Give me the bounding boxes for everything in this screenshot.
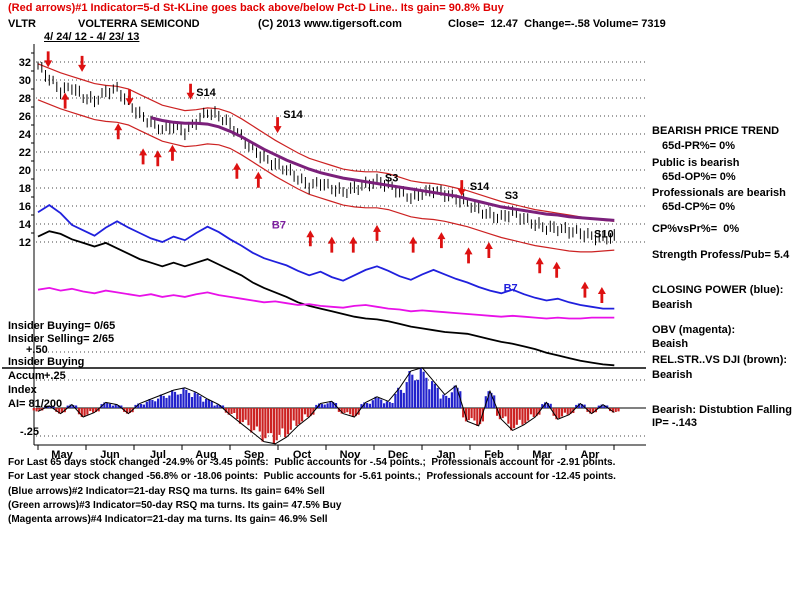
sell-arrow-icon [44, 51, 53, 68]
buy-arrow-icon [114, 123, 123, 140]
price-bars [37, 61, 615, 246]
signal-labels: S14 S14 S3 S14 S3 S10 B7 B7 [196, 87, 613, 294]
svg-text:May: May [51, 449, 73, 461]
svg-text:S14: S14 [470, 181, 490, 193]
sell-arrow-icon [273, 117, 282, 134]
svg-text:Sep: Sep [244, 449, 264, 461]
buy-arrow-icon [464, 247, 473, 264]
svg-text:32: 32 [19, 57, 31, 69]
svg-text:S10: S10 [594, 229, 614, 241]
accum-panel-grid [2, 351, 646, 437]
sell-arrow-icon [78, 55, 87, 72]
buy-arrow-icon [349, 236, 358, 253]
rel_strength_vs_dji-line [37, 230, 615, 367]
obv-line [37, 286, 615, 320]
accum-histogram [32, 367, 620, 445]
buy-arrow-icon [409, 236, 418, 253]
buy-arrow-icon [327, 236, 336, 253]
upper_band-line [37, 63, 615, 222]
svg-text:28: 28 [19, 93, 31, 105]
buy-arrow-icon [254, 171, 263, 188]
buy-arrow-icon [437, 232, 446, 249]
svg-text:Jan: Jan [437, 449, 456, 461]
svg-text:Oct: Oct [293, 449, 312, 461]
svg-text:Dec: Dec [388, 449, 408, 461]
lower_band-line [37, 99, 615, 253]
svg-text:S3: S3 [505, 190, 518, 202]
sell-arrow-icon [186, 83, 195, 100]
svg-text:S14: S14 [196, 87, 216, 99]
svg-text:Feb: Feb [484, 449, 504, 461]
buy-arrow-icon [484, 242, 493, 258]
ma_65d-line [150, 116, 615, 222]
svg-text:S3: S3 [385, 173, 398, 185]
svg-text:Aug: Aug [195, 449, 216, 461]
svg-text:Apr: Apr [581, 449, 601, 461]
svg-text:Jul: Jul [150, 449, 166, 461]
svg-text:14: 14 [19, 219, 32, 231]
price-gridlines: 32 30 28 26 24 22 20 18 16 14 12 [19, 44, 646, 445]
buy-arrow-icon [597, 287, 606, 303]
svg-text:16: 16 [19, 201, 31, 213]
buy-arrow-icon [139, 148, 148, 165]
svg-text:S14: S14 [283, 109, 303, 121]
buy-arrow-icon [552, 261, 561, 278]
buy-arrow-icon [232, 162, 241, 179]
buy-arrow-icon [168, 144, 177, 161]
buy-arrow-icon [580, 281, 589, 298]
buy-arrow-icon [535, 257, 544, 274]
svg-text:Jun: Jun [100, 449, 120, 461]
buy-arrow-icon [373, 224, 381, 241]
svg-text:22: 22 [19, 147, 31, 159]
sell-arrow-icon [457, 180, 466, 197]
svg-text:24: 24 [19, 129, 32, 141]
svg-text:Nov: Nov [340, 449, 362, 461]
svg-text:26: 26 [19, 111, 31, 123]
svg-text:12: 12 [19, 237, 31, 249]
svg-text:B7: B7 [504, 283, 518, 295]
buy-arrow-icon [306, 230, 315, 247]
svg-text:20: 20 [19, 165, 31, 177]
svg-text:18: 18 [19, 183, 31, 195]
closing_power-line [37, 204, 615, 310]
svg-text:30: 30 [19, 75, 31, 87]
sell-arrow-icon [125, 89, 134, 106]
svg-text:B7: B7 [272, 220, 286, 232]
buy-arrow-icon [61, 92, 70, 109]
month-axis: May Jun Jul Aug Sep Oct Nov Dec Jan Feb Mar Apr [34, 444, 646, 461]
svg-text:Mar: Mar [532, 449, 552, 461]
signal-arrows [44, 51, 606, 303]
buy-arrow-icon [153, 150, 162, 167]
